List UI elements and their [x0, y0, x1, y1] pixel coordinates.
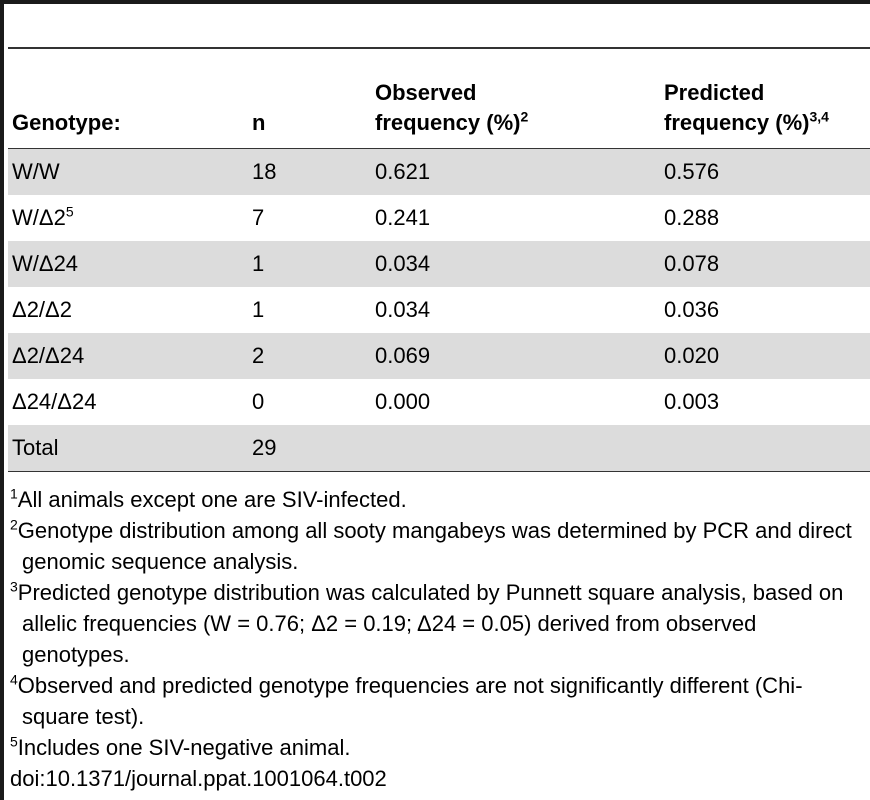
- footnote: 4Observed and predicted genotype frequen…: [10, 671, 803, 729]
- header-row: Genotype: n Observed frequency (%)2 Predi…: [8, 58, 870, 149]
- header-n: n: [248, 58, 371, 149]
- observed-cell: 0.621: [371, 148, 660, 195]
- top-rule: [0, 0, 870, 4]
- header-observed: Observed frequency (%)2: [371, 58, 660, 149]
- doi-text: doi:10.1371/journal.ppat.1001064.t002: [10, 766, 387, 791]
- genotype-table: Genotype: n Observed frequency (%)2 Predi…: [8, 58, 870, 472]
- n-cell: 7: [252, 205, 265, 230]
- footnote: 5Includes one SIV-negative animal.: [10, 733, 351, 760]
- observed-cell: 0.034: [371, 241, 660, 287]
- genotype-cell: Δ2/Δ2: [12, 297, 72, 322]
- observed-cell: 0.241: [375, 205, 431, 230]
- genotype-cell: Δ24/Δ24: [12, 389, 97, 414]
- predicted-cell: 0.003: [664, 389, 720, 414]
- table-top-rule: [8, 47, 870, 49]
- predicted-cell: 0.020: [660, 333, 870, 379]
- n-cell: 0: [252, 389, 265, 414]
- predicted-cell: 0.576: [660, 148, 870, 195]
- table-row: Δ24/Δ24 0 0.000 0.003: [8, 379, 870, 425]
- table-row: W/Δ24 1 0.034 0.078: [8, 241, 870, 287]
- observed-cell: 0.034: [375, 297, 431, 322]
- n-cell: 1: [252, 297, 265, 322]
- observed-cell: [371, 425, 660, 472]
- predicted-cell: 0.288: [664, 205, 720, 230]
- genotype-cell: Total: [8, 425, 248, 472]
- footnote: 1All animals except one are SIV-infected…: [10, 485, 407, 512]
- n-cell: 1: [248, 241, 371, 287]
- n-cell: 18: [248, 148, 371, 195]
- genotype-cell: W/W: [8, 148, 248, 195]
- header-predicted: Predicted frequency (%)3,4: [660, 58, 870, 149]
- n-cell: 29: [248, 425, 371, 472]
- genotype-cell: Δ2/Δ24: [8, 333, 248, 379]
- table-row: Δ2/Δ24 2 0.069 0.020: [8, 333, 870, 379]
- header-genotype: Genotype:: [8, 58, 248, 149]
- observed-cell: 0.000: [375, 389, 431, 414]
- table-row: Total 29: [8, 425, 870, 472]
- footnote: 2Genotype distribution among all sooty m…: [10, 516, 852, 574]
- left-rule: [0, 0, 4, 800]
- footnote: 3Predicted genotype distribution was cal…: [10, 578, 844, 667]
- table-row: W/Δ25 7 0.241 0.288: [8, 195, 870, 241]
- genotype-cell: W/Δ25: [12, 203, 74, 230]
- observed-cell: 0.069: [371, 333, 660, 379]
- predicted-cell: [660, 425, 870, 472]
- footnotes: 1All animals except one are SIV-infected…: [10, 484, 868, 794]
- table-row: Δ2/Δ2 1 0.034 0.036: [8, 287, 870, 333]
- genotype-cell: W/Δ24: [8, 241, 248, 287]
- predicted-cell: 0.036: [664, 297, 720, 322]
- table-row: W/W 18 0.621 0.576: [8, 148, 870, 195]
- predicted-cell: 0.078: [660, 241, 870, 287]
- n-cell: 2: [248, 333, 371, 379]
